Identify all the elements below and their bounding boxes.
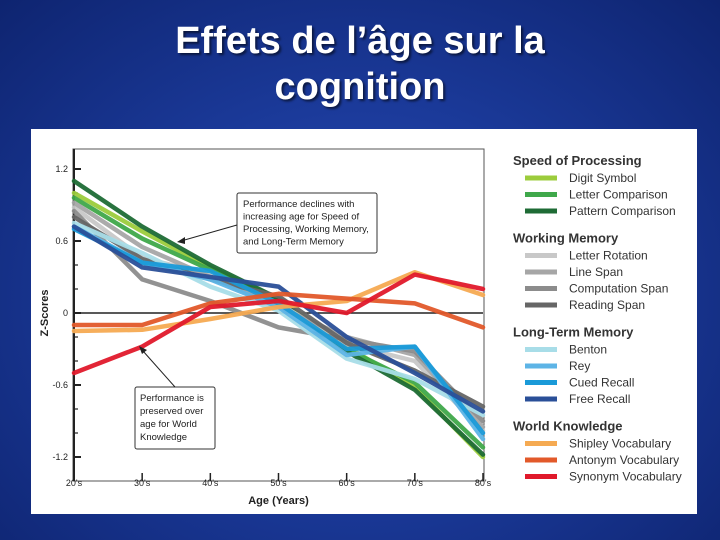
y-tick-label: -1.2 [52,452,68,462]
slide-title-line1: Effets de l’âge sur la [175,20,545,62]
series-line [71,291,486,330]
callout-text-preserved: Performance is [140,393,204,404]
x-tick-label: 80's [475,478,492,488]
callout-text-decline: and Long-Term Memory [243,237,344,248]
callout-text-decline: increasing age for Speed of [243,212,360,223]
callout-arrow-preserved [142,350,176,388]
callout-arrowhead-preserved [139,346,147,354]
slide-title: Effets de l’âge sur la cognition [0,18,720,110]
y-tick-label: 0.6 [55,236,68,246]
x-tick-label: 70's [407,478,424,488]
y-tick-label: -0.6 [52,380,68,390]
legend-group-title: World Knowledge [513,419,623,434]
x-tick-label: 50's [270,478,287,488]
legend-item-label: Synonym Vocabulary [569,470,682,484]
callout-box-decline [236,192,378,254]
series-line [71,272,486,376]
y-axis-title: Z-Scores [39,289,51,336]
legend-item-label: Cued Recall [569,376,634,390]
y-tick-label: 0 [63,308,68,318]
series-line [71,220,486,418]
x-tick-label: 60's [339,478,356,488]
legend-item-label: Benton [569,343,607,357]
x-tick-label: 40's [202,478,219,488]
x-tick-label: 20's [66,478,83,488]
legend-item-label: Reading Span [569,298,645,312]
callout-text-preserved: age for World [140,419,197,430]
y-tick-label: 1.2 [55,164,68,174]
callout-arrow-decline [180,224,238,242]
legend-item-label: Letter Rotation [569,249,648,263]
series-line [71,224,486,414]
x-tick-label: 30's [134,478,151,488]
callout-text-decline: Performance declines with [243,199,354,210]
x-axis-title: Age (Years) [248,495,309,507]
legend-item-label: Line Span [569,265,623,279]
series-line [71,226,486,436]
legend-item-label: Free Recall [569,392,630,406]
legend-group-title: Speed of Processing [513,153,642,168]
legend-item-label: Shipley Vocabulary [569,437,671,451]
legend-group-title: Long-Term Memory [513,325,634,340]
series-line [71,208,486,424]
series-line [71,269,486,334]
legend-group-title: Working Memory [513,231,619,246]
legend-item-label: Rey [569,359,590,373]
legend-item-label: Pattern Comparison [569,204,676,218]
chart-figure: 1.2 0.6 0 -0.6 -1.2 20's 30's 40's 50's 60's 70's 8… [31,129,697,514]
callout-text-preserved: preserved over [140,406,203,417]
legend-item-label: Computation Span [569,282,668,296]
legend-item-label: Digit Symbol [569,171,636,185]
legend-item-label: Antonym Vocabulary [569,453,679,467]
slide-title-line2: cognition [274,66,446,108]
callout-arrowhead-decline [177,237,185,244]
callout-text-decline: Processing, Working Memory, [243,224,369,235]
legend-item-label: Letter Comparison [569,188,668,202]
line-chart: 1.2 0.6 0 -0.6 -1.2 20's 30's 40's 50's 60's 70's 8… [39,148,682,507]
callout-text-preserved: Knowledge [140,432,187,443]
